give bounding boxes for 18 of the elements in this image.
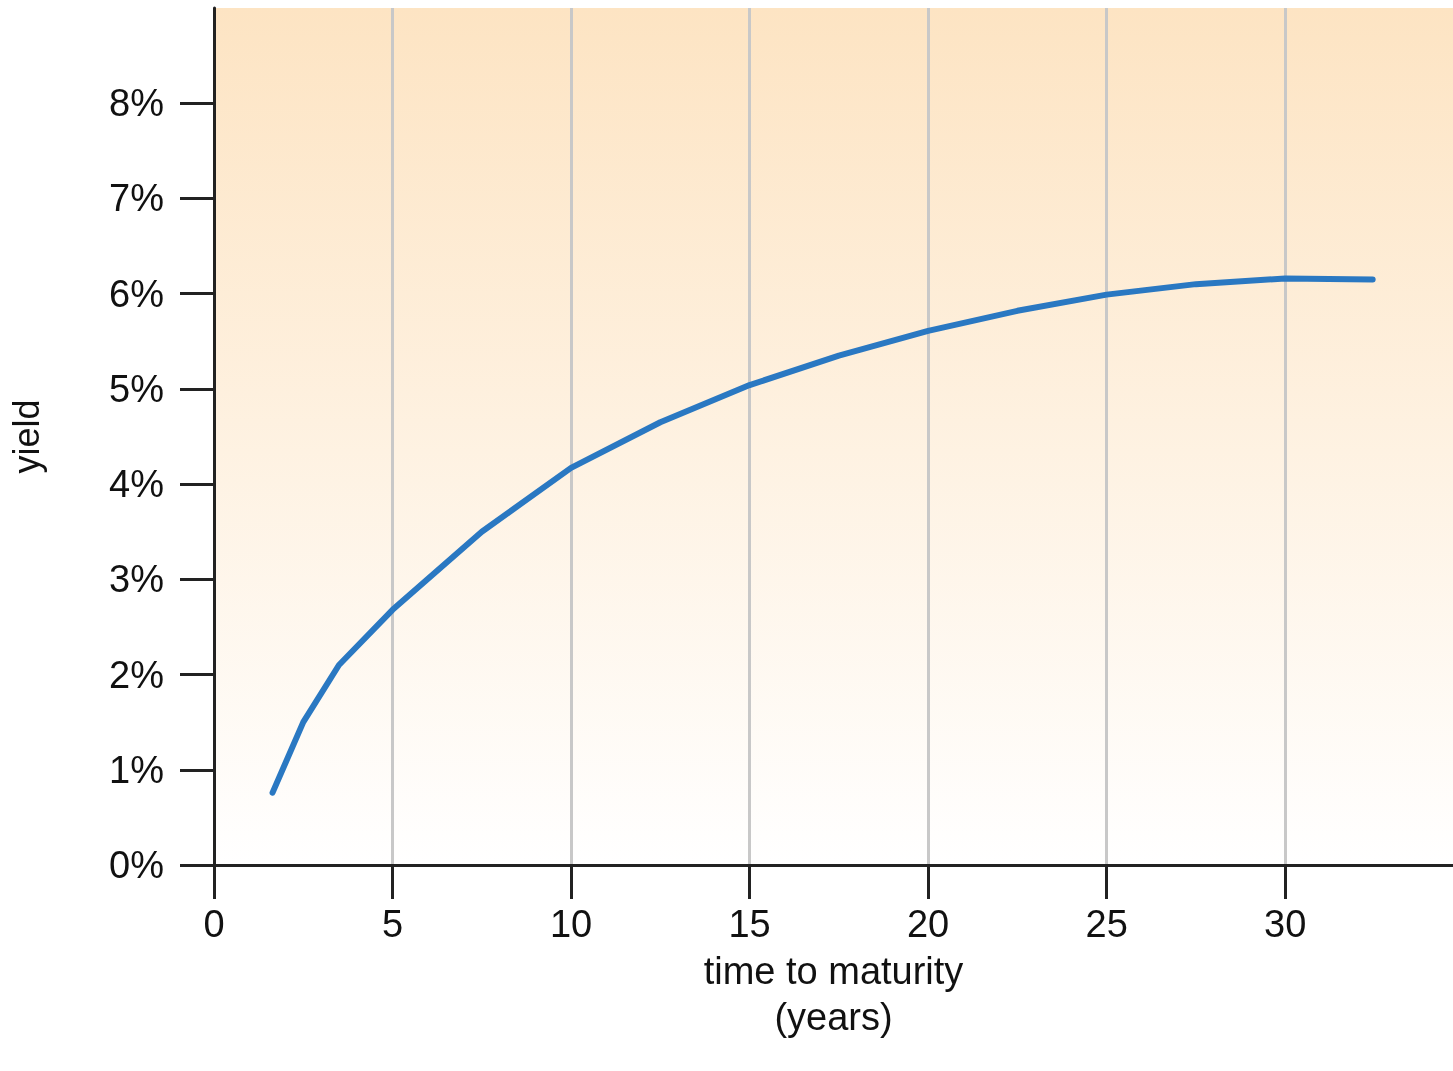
y-tick-label: 2% <box>109 653 164 696</box>
y-tick-label: 7% <box>109 177 164 220</box>
y-tick-label: 1% <box>109 748 164 791</box>
x-tick-label: 15 <box>728 903 771 945</box>
y-tick-label: 0% <box>109 844 164 886</box>
x-tick-label: 20 <box>906 903 950 945</box>
x-axis-title: time to maturity (years) <box>703 949 964 1038</box>
y-tick-label: 3% <box>109 558 164 601</box>
x-tick-label: 5 <box>381 903 404 945</box>
x-tick-label: 0 <box>203 903 225 945</box>
x-tick-label: 25 <box>1085 903 1128 945</box>
y-tick-label: 8% <box>109 82 164 125</box>
y-tick-label: 6% <box>109 272 164 315</box>
y-tick-label: 5% <box>109 367 164 410</box>
x-tick-label: 30 <box>1264 903 1307 945</box>
y-tick-label: 4% <box>109 463 164 506</box>
y-axis-title: yield <box>5 399 47 474</box>
x-tick-label: 10 <box>549 903 593 945</box>
